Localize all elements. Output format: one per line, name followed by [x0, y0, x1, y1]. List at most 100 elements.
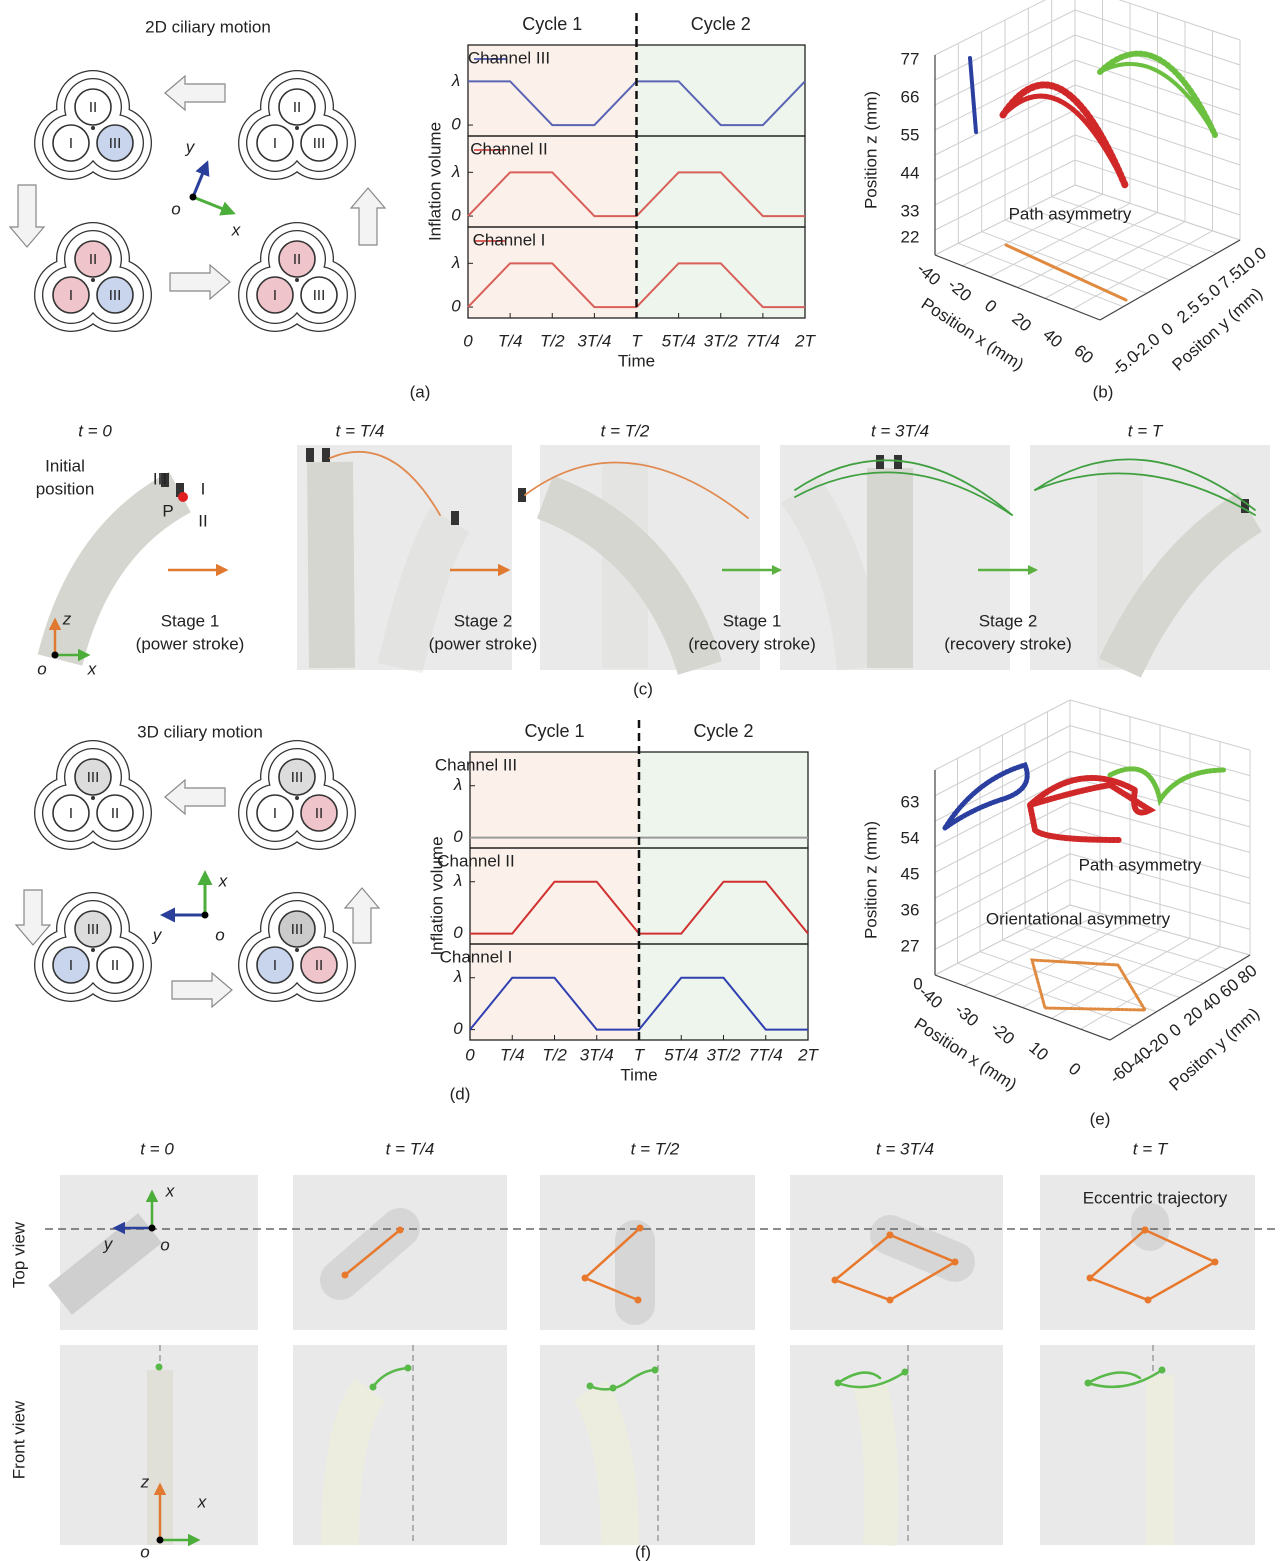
- cross-section: [34, 222, 152, 332]
- time-label: t = 3T/4: [871, 421, 929, 440]
- trajectory-point: [652, 1367, 659, 1374]
- cross-section: [238, 222, 356, 332]
- y-tick-label: λ: [451, 71, 460, 90]
- center-dot: [91, 948, 95, 952]
- x-tick-label: 40: [1039, 325, 1066, 352]
- center-dot: [295, 278, 299, 282]
- time-label: t = T: [1128, 421, 1164, 440]
- trajectory-point: [1085, 1380, 1092, 1387]
- trajectory-point: [952, 1259, 959, 1266]
- y-tick-label: λ: [453, 871, 462, 890]
- stage-name: Stage 1: [161, 611, 220, 630]
- trajectory-point: [342, 1272, 349, 1279]
- trajectory-point: [397, 1227, 404, 1234]
- center-dot: [91, 126, 95, 130]
- x-tick-label: T: [634, 1045, 646, 1064]
- grid-line: [1045, 222, 1185, 299]
- x-tick-label: 10: [1025, 1038, 1052, 1065]
- trajectory-point: [1142, 1227, 1149, 1234]
- trajectory-point: [835, 1380, 842, 1387]
- z-tick-label: 55: [901, 125, 920, 144]
- cycle-bg: [468, 45, 637, 318]
- flow-arrow: [10, 185, 44, 247]
- center-dot: [295, 796, 299, 800]
- origin: [202, 912, 209, 919]
- origin: [52, 652, 59, 659]
- axis-arrow: [193, 163, 207, 197]
- y-tick-label: 0: [1158, 319, 1177, 340]
- x-tick-label: 0: [981, 296, 1000, 317]
- channel-label: II: [293, 99, 301, 116]
- stage-name: Stage 2: [454, 611, 513, 630]
- axis-letter: z: [140, 1472, 150, 1491]
- y-tick-label: 0: [451, 297, 461, 316]
- cilium-tip: [451, 511, 459, 525]
- x-tick-label: T: [631, 331, 643, 350]
- grid-line: [1073, 231, 1213, 309]
- z-tick-label: 63: [901, 792, 920, 811]
- axis-letter: o: [160, 1235, 169, 1254]
- x-tick-label: T/2: [542, 1045, 567, 1064]
- photo: [540, 1345, 755, 1545]
- x-tick-label: 7T/4: [749, 1045, 783, 1064]
- channel-label: III: [87, 769, 100, 786]
- cycle-title: Cycle 2: [691, 14, 751, 34]
- note: Initial: [45, 456, 85, 475]
- cilium-tip: [306, 448, 314, 462]
- x-axis-label: Position x (mm): [918, 294, 1027, 374]
- panel-label: (d): [450, 1084, 471, 1103]
- channel-label: III: [109, 287, 122, 304]
- x-tick-label: 2T: [794, 331, 816, 350]
- annotation: Path asymmetry: [1079, 855, 1202, 874]
- note: position: [36, 479, 95, 498]
- center-dot: [91, 796, 95, 800]
- x-tick-label: 5T/4: [664, 1045, 698, 1064]
- point-label: P: [162, 501, 173, 520]
- flow-arrow: [345, 888, 379, 943]
- cross-section: [34, 740, 152, 850]
- cycle-title: Cycle 1: [522, 14, 582, 34]
- trajectory-point: [405, 1365, 412, 1372]
- channel-label: II: [315, 805, 323, 822]
- z-tick-label: 36: [901, 900, 920, 919]
- cycle-bg: [637, 45, 806, 318]
- panel-title: 2D ciliary motion: [145, 17, 271, 36]
- z-tick-label: 44: [901, 163, 920, 182]
- axis-letter: x: [87, 659, 97, 678]
- grid-line: [1018, 213, 1158, 288]
- channel-label: II: [111, 957, 119, 974]
- axis-letter: x: [231, 220, 241, 239]
- flow-arrow: [351, 188, 385, 245]
- axis-letter: y: [152, 925, 163, 944]
- cycle-title: Cycle 2: [693, 721, 753, 741]
- point-marker: [178, 492, 188, 502]
- cycle-title: Cycle 1: [524, 721, 584, 741]
- origin: [157, 1537, 164, 1544]
- x-tick-label: -30: [951, 1000, 982, 1030]
- cilium: [330, 462, 332, 668]
- channel-label: III: [109, 135, 122, 152]
- center-dot: [91, 278, 95, 282]
- flow-arrow: [16, 890, 50, 945]
- axis-letter: o: [171, 199, 180, 218]
- channel-label: III: [291, 921, 304, 938]
- trajectory-point: [832, 1277, 839, 1284]
- time-label: t = T/2: [631, 1139, 680, 1158]
- y-axis-label: Positon y (mm): [1165, 1004, 1263, 1095]
- x-axis-label: Time: [618, 351, 655, 370]
- stage-stroke: (recovery stroke): [944, 634, 1072, 653]
- trajectory-point: [156, 1364, 163, 1371]
- axis-letter: x: [197, 1492, 207, 1511]
- cycle-bg: [470, 752, 639, 1040]
- channel-label: II: [89, 99, 97, 116]
- trajectory-point: [610, 1385, 617, 1392]
- cilium-tip: [876, 455, 884, 469]
- z-tick-label: 33: [901, 201, 920, 220]
- stage-name: Stage 2: [979, 611, 1038, 630]
- axis-arrow: [193, 197, 233, 213]
- channel-label: III: [291, 769, 304, 786]
- panel-title: 3D ciliary motion: [137, 722, 263, 741]
- z-tick-label: 27: [901, 936, 920, 955]
- x-tick-label: 0: [463, 331, 473, 350]
- channel-label: II: [198, 511, 207, 530]
